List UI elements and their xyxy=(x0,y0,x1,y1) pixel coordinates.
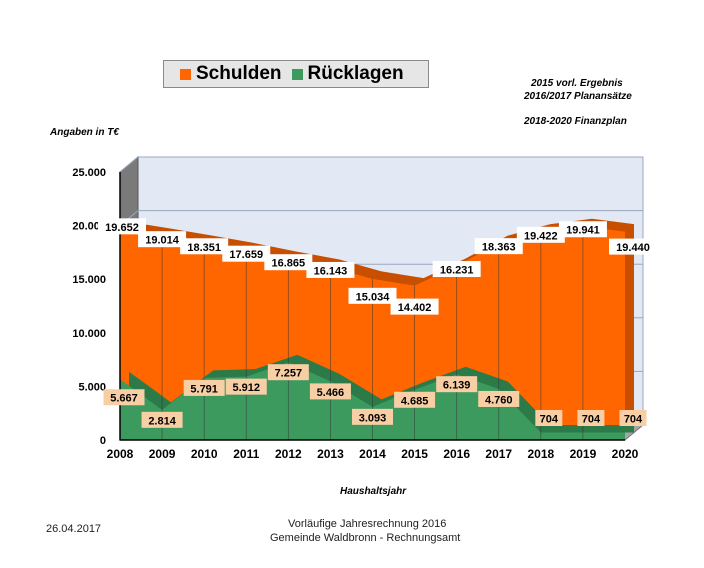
x-tick-label: 2014 xyxy=(359,447,386,461)
data-label-ruecklagen: 5.791 xyxy=(190,383,218,395)
note-2018-2020: 2018-2020 Finanzplan xyxy=(524,116,627,127)
data-label-ruecklagen: 5.466 xyxy=(317,387,345,399)
x-tick-label: 2016 xyxy=(443,447,470,461)
data-label-schulden: 16.231 xyxy=(440,265,474,277)
data-label-ruecklagen-bg xyxy=(478,390,520,407)
data-label-schulden-bg xyxy=(609,238,657,255)
data-label-ruecklagen: 4.760 xyxy=(485,394,513,406)
data-label-ruecklagen: 7.257 xyxy=(275,368,303,380)
y-axis-label: Angaben in T€ xyxy=(50,127,119,138)
x-tick-label: 2019 xyxy=(570,447,597,461)
data-label-schulden-bg xyxy=(306,261,355,278)
data-label-ruecklagen-bg xyxy=(183,379,225,396)
data-label-ruecklagen-bg xyxy=(577,410,605,426)
data-label-schulden: 19.014 xyxy=(145,235,180,247)
y-tick-label: 10.000 xyxy=(72,328,106,340)
data-label-schulden-bg xyxy=(264,254,313,271)
data-label-schulden-bg xyxy=(138,231,187,248)
data-label-schulden-bg xyxy=(432,261,481,278)
x-tick-label: 2018 xyxy=(527,447,554,461)
x-tick-label: 2020 xyxy=(612,447,639,461)
data-label-schulden-bg xyxy=(474,238,523,255)
data-label-schulden: 18.363 xyxy=(482,242,516,254)
y-tick-label: 20.000 xyxy=(72,221,106,233)
legend: Schulden Rücklagen xyxy=(163,60,429,88)
data-label-schulden: 16.143 xyxy=(314,265,348,277)
data-label-ruecklagen: 4.685 xyxy=(401,395,429,407)
data-label-schulden-bg xyxy=(180,238,229,255)
note-2016-2017: 2016/2017 Planansätze xyxy=(524,91,632,102)
x-tick-label: 2012 xyxy=(275,447,302,461)
data-label-ruecklagen: 5.667 xyxy=(110,393,138,405)
data-label-schulden: 16.865 xyxy=(272,258,306,270)
y-tick-label: 0 xyxy=(100,435,106,447)
data-label-ruecklagen-bg xyxy=(394,391,436,408)
data-label-ruecklagen: 3.093 xyxy=(359,412,387,424)
legend-swatch-ruecklagen xyxy=(291,68,303,80)
data-label-ruecklagen-bg xyxy=(141,411,183,428)
data-label-schulden: 19.440 xyxy=(616,242,650,254)
data-label-ruecklagen: 6.139 xyxy=(443,380,471,392)
data-label-ruecklagen: 2.814 xyxy=(148,415,176,427)
data-label-schulden-bg xyxy=(222,245,271,262)
x-tick-label: 2013 xyxy=(317,447,344,461)
data-label-ruecklagen: 704 xyxy=(582,414,601,426)
data-label-schulden: 19.652 xyxy=(105,222,139,234)
data-label-ruecklagen: 704 xyxy=(540,414,559,426)
data-label-schulden: 15.034 xyxy=(356,291,391,303)
x-tick-label: 2010 xyxy=(191,447,218,461)
data-label-ruecklagen-bg xyxy=(535,410,563,426)
x-tick-label: 2009 xyxy=(149,447,176,461)
legend-label-schulden: Schulden xyxy=(196,63,282,84)
data-label-ruecklagen-bg xyxy=(267,364,309,381)
data-label-schulden: 18.351 xyxy=(187,242,221,254)
data-label-ruecklagen: 704 xyxy=(624,414,643,426)
x-tick-label: 2015 xyxy=(401,447,428,461)
x-tick-label: 2017 xyxy=(485,447,512,461)
data-label-ruecklagen-bg xyxy=(352,408,393,425)
x-axis-label: Haushaltsjahr xyxy=(340,486,407,497)
y-tick-label: 25.000 xyxy=(72,167,106,179)
legend-item-ruecklagen: Rücklagen xyxy=(291,63,404,85)
y-tick-label: 15.000 xyxy=(72,274,106,286)
x-tick-label: 2008 xyxy=(107,447,134,461)
data-label-schulden: 17.659 xyxy=(229,249,263,261)
data-label-ruecklagen-bg xyxy=(225,378,267,395)
legend-swatch-schulden xyxy=(180,68,191,80)
footer-date: 26.04.2017 xyxy=(46,523,102,535)
data-label-schulden-bg xyxy=(558,221,607,238)
legend-label-ruecklagen: Rücklagen xyxy=(307,63,404,84)
data-label-schulden-bg xyxy=(516,226,565,243)
legend-item-schulden: Schulden xyxy=(180,63,282,85)
data-label-schulden: 19.941 xyxy=(566,225,600,237)
footer-line2: Gemeinde Waldbronn - Rechnungsamt xyxy=(270,532,461,544)
data-label-ruecklagen-bg xyxy=(619,410,647,426)
data-label-schulden: 19.422 xyxy=(524,230,558,242)
gridline-side xyxy=(119,156,139,173)
data-label-schulden-bg xyxy=(98,218,146,235)
data-label-ruecklagen-bg xyxy=(436,376,478,393)
data-label-ruecklagen-bg xyxy=(309,383,351,400)
data-label-schulden-bg xyxy=(390,298,439,315)
data-label-ruecklagen-bg xyxy=(103,389,145,406)
data-label-schulden-bg xyxy=(348,287,397,304)
x-tick-label: 2011 xyxy=(233,447,259,461)
data-label-schulden: 14.402 xyxy=(398,302,432,314)
footer-line1: Vorläufige Jahresrechnung 2016 xyxy=(288,518,447,530)
y-tick-label: 5.000 xyxy=(78,381,106,393)
note-2015: 2015 vorl. Ergebnis xyxy=(531,78,623,89)
data-label-ruecklagen: 5.912 xyxy=(232,382,260,394)
